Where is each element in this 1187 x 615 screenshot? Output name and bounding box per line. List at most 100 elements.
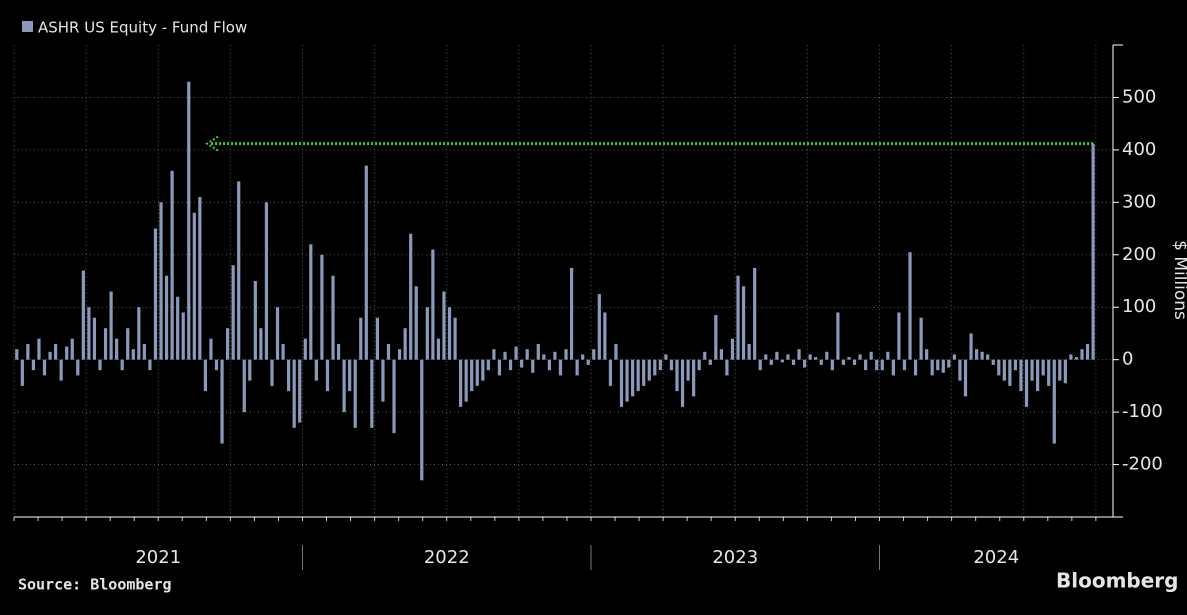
bar xyxy=(364,165,368,360)
bar xyxy=(725,359,729,376)
bar xyxy=(81,270,85,360)
bar xyxy=(42,359,47,376)
bar xyxy=(531,359,535,373)
bar xyxy=(869,351,873,360)
bar xyxy=(259,328,263,360)
x-tick-label: 2024 xyxy=(973,547,1019,568)
bar xyxy=(65,346,69,360)
bar xyxy=(919,317,923,360)
bar xyxy=(708,359,712,365)
bar xyxy=(1085,343,1090,360)
source: Source: Bloomberg xyxy=(18,576,172,594)
bar xyxy=(164,275,169,360)
bar xyxy=(181,312,185,360)
bar xyxy=(20,359,24,386)
bar xyxy=(281,343,285,360)
bar xyxy=(808,354,812,360)
bar xyxy=(558,359,563,376)
bar xyxy=(553,351,557,360)
bar xyxy=(392,359,396,434)
bar xyxy=(59,359,63,381)
bar xyxy=(176,296,180,360)
bar xyxy=(669,359,674,371)
bar xyxy=(747,343,751,360)
bar xyxy=(486,359,490,371)
bar xyxy=(997,359,1001,376)
y-tick-label: -100 xyxy=(1122,401,1163,422)
bar xyxy=(913,359,918,376)
bar xyxy=(697,359,701,371)
bar xyxy=(309,244,313,360)
bar xyxy=(92,317,97,360)
bar xyxy=(481,359,485,381)
bar xyxy=(431,249,435,360)
bar xyxy=(187,81,191,360)
bar xyxy=(403,328,407,360)
bar xyxy=(198,197,202,360)
bar xyxy=(37,338,41,360)
bar xyxy=(536,343,540,360)
bar xyxy=(980,351,984,360)
bar xyxy=(664,354,668,360)
bar xyxy=(902,359,907,371)
bar xyxy=(1024,359,1029,407)
y-tick-label: 100 xyxy=(1122,296,1156,317)
bar xyxy=(719,349,723,360)
bar xyxy=(797,349,801,360)
bar xyxy=(586,359,590,365)
bar xyxy=(703,351,707,360)
bar xyxy=(775,351,779,360)
y-tick-label: 500 xyxy=(1122,86,1156,107)
bar xyxy=(54,343,58,360)
bar xyxy=(287,359,291,392)
bar xyxy=(292,359,296,428)
bar xyxy=(103,328,108,360)
bar xyxy=(1080,349,1084,360)
bar xyxy=(209,338,213,360)
bar xyxy=(497,359,502,376)
bar xyxy=(242,359,246,413)
bar xyxy=(170,170,174,360)
bar xyxy=(647,359,651,381)
bar xyxy=(1002,359,1006,381)
y-tick-label: 200 xyxy=(1122,244,1156,265)
bar xyxy=(891,359,895,376)
bar xyxy=(520,359,524,368)
bar xyxy=(836,312,840,360)
bar xyxy=(126,328,130,360)
chart-title: ASHR US Equity - Fund Flow xyxy=(38,19,247,37)
bar xyxy=(692,359,696,397)
bar xyxy=(1058,359,1062,381)
x-tick-label: 2023 xyxy=(712,547,758,568)
bar xyxy=(142,343,146,360)
bar xyxy=(714,315,718,360)
bar xyxy=(220,359,224,444)
bar xyxy=(153,228,158,360)
brand: Bloomberg xyxy=(1056,569,1178,593)
bar xyxy=(226,328,230,360)
bar xyxy=(658,359,662,371)
bar xyxy=(974,349,979,360)
bar xyxy=(614,343,618,360)
bar xyxy=(569,267,574,360)
bar xyxy=(87,307,91,360)
bar xyxy=(70,338,74,360)
bar xyxy=(15,349,19,360)
bar xyxy=(470,359,474,392)
bar xyxy=(253,281,257,360)
bar xyxy=(375,317,379,360)
bar xyxy=(847,357,851,360)
y-tick-label: 300 xyxy=(1122,191,1156,212)
bar xyxy=(619,359,624,407)
bar xyxy=(314,359,318,381)
bar xyxy=(963,359,968,397)
bar xyxy=(936,359,940,371)
bar xyxy=(636,359,640,392)
bar xyxy=(825,351,829,360)
bar xyxy=(231,265,235,360)
bar xyxy=(270,359,274,386)
bar xyxy=(414,286,418,360)
bar xyxy=(325,359,330,392)
